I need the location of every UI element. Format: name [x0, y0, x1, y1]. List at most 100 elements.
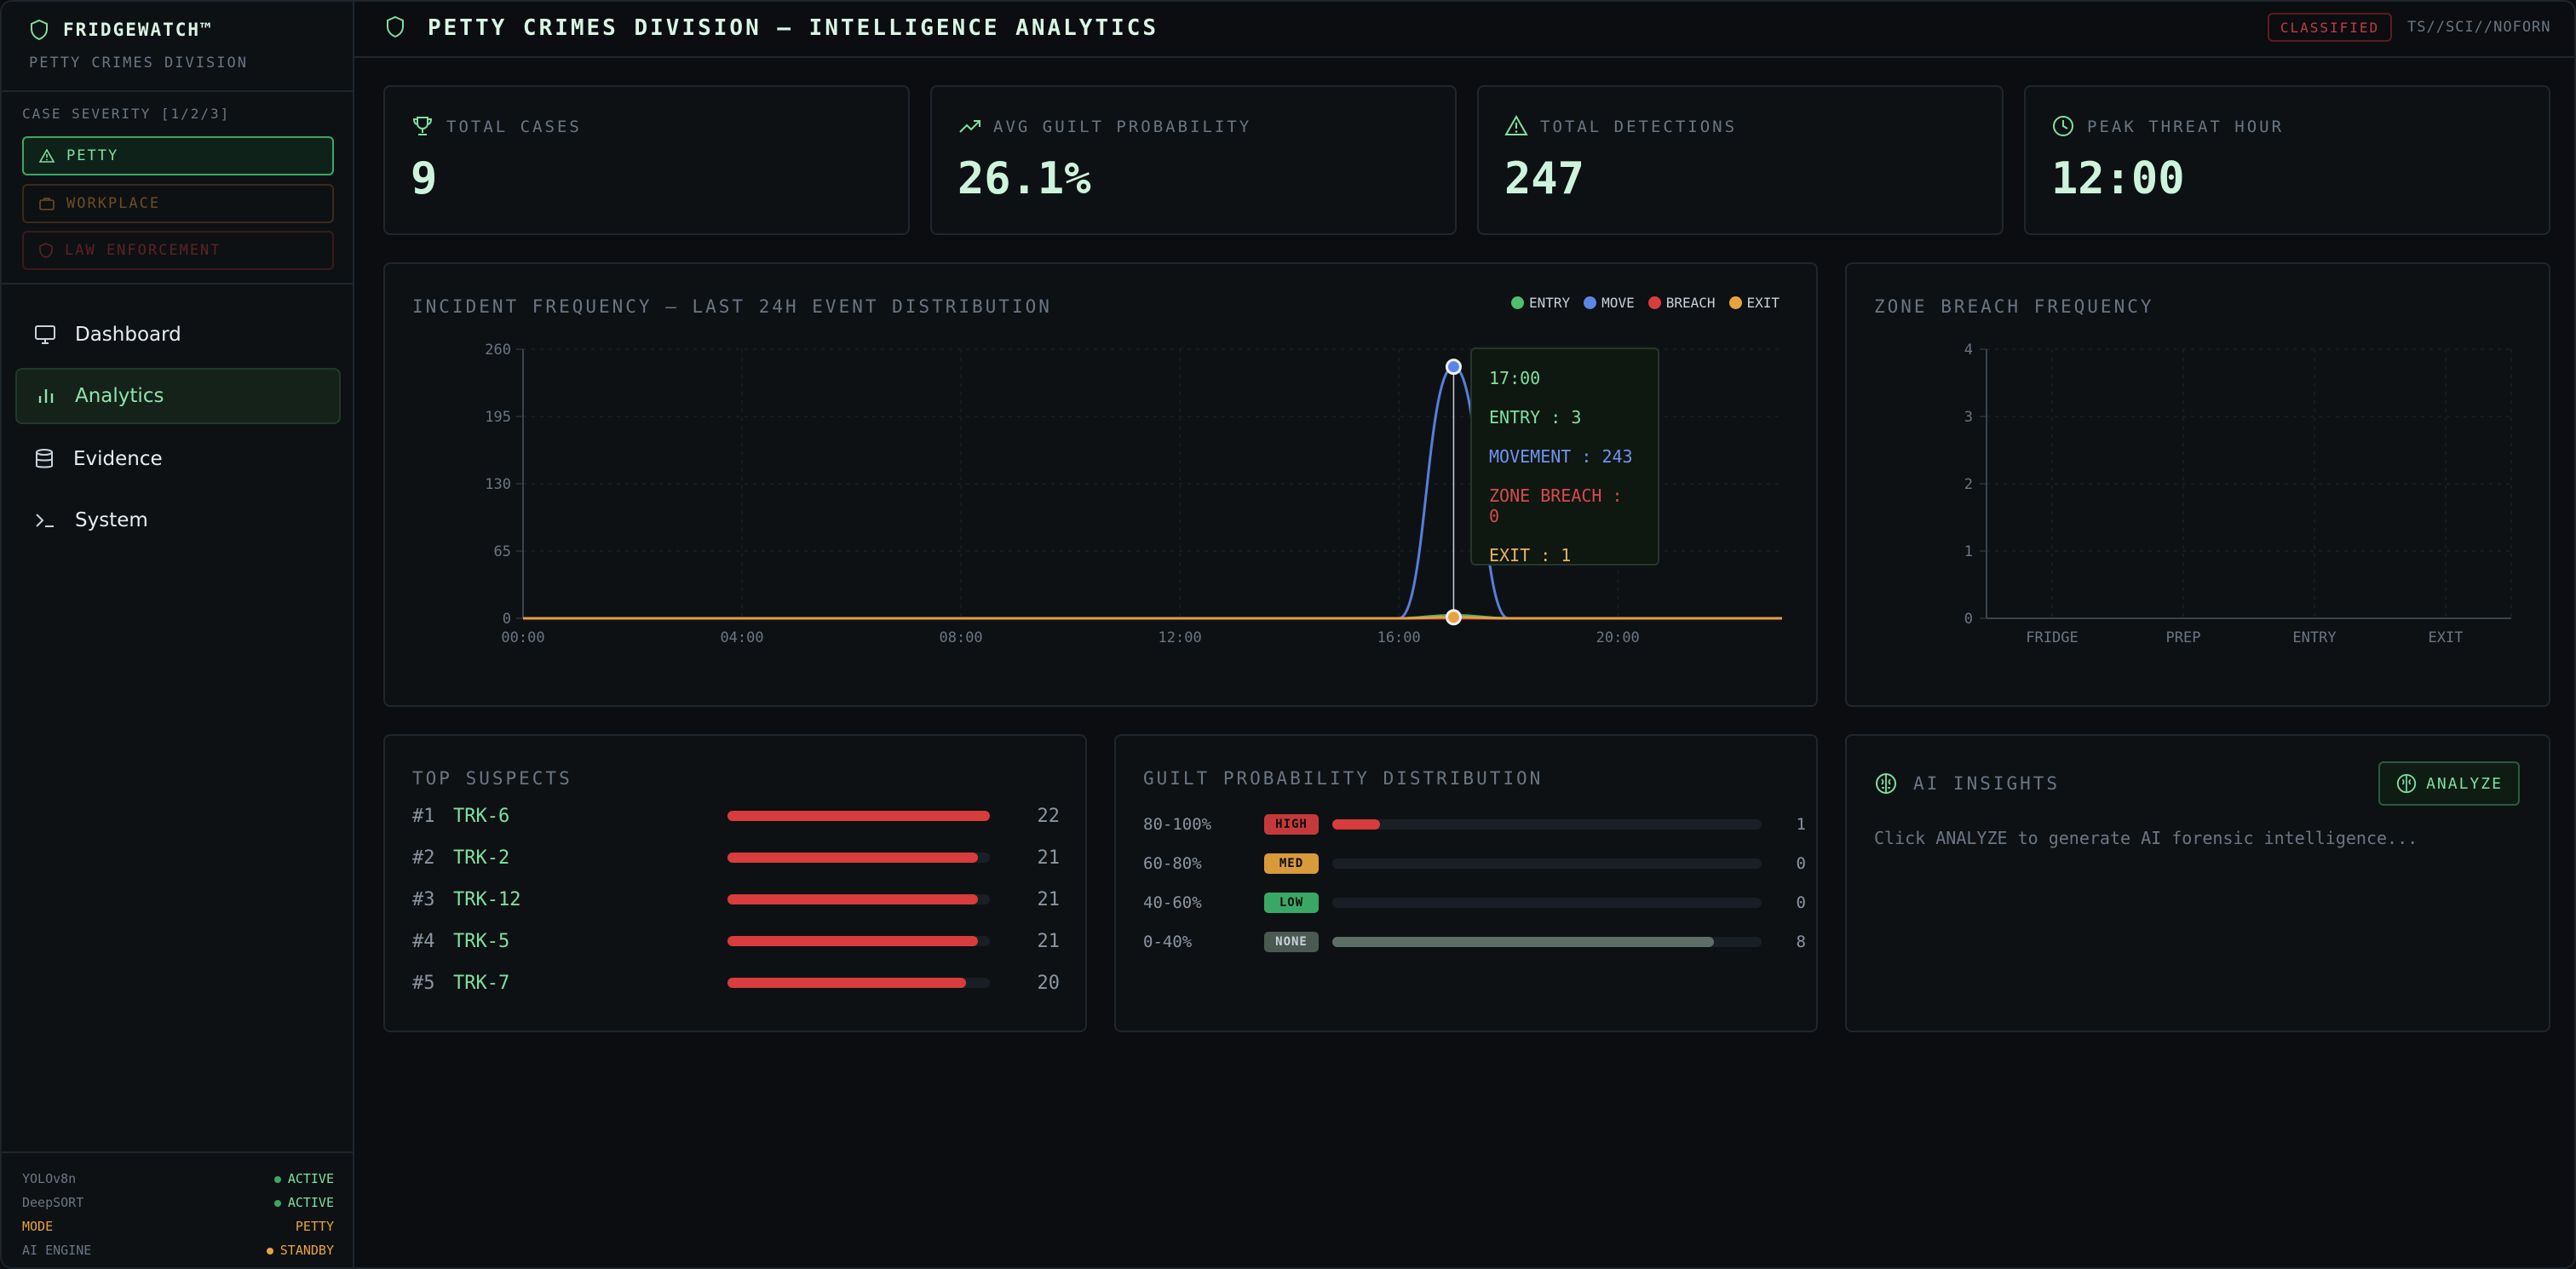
legend-item-move[interactable]: MOVE [1584, 295, 1635, 311]
suspect-name: TRK-12 [453, 888, 521, 910]
suspect-name: TRK-7 [453, 972, 510, 994]
legend-item-entry[interactable]: ENTRY [1511, 295, 1570, 311]
top-suspects-panel: TOP SUSPECTS #1 TRK-6 22 #2 TRK-2 21 #3 TRK-12 2… [383, 734, 1087, 1032]
alert-triangle-icon [1504, 114, 1528, 135]
status-value: ACTIVE [287, 1171, 334, 1186]
suspect-row[interactable]: #5 TRK-7 20 [412, 966, 1060, 1000]
nav-label: System [75, 509, 148, 531]
guilt-range: 40-60% [1143, 893, 1202, 912]
tooltip-breach: ZONE BREACH : 0 [1489, 485, 1623, 526]
guilt-row: 40-60% LOW 0 [1143, 886, 1816, 920]
shield-icon [31, 19, 48, 41]
guilt-row: 60-80% MED 0 [1143, 847, 1816, 881]
database-icon [36, 449, 53, 468]
status-dot [273, 1199, 281, 1207]
tooltip-movement: MOVEMENT : 243 [1489, 446, 1633, 467]
stat-card-total-detections: TOTAL DETECTIONS 247 [1477, 85, 2004, 235]
legend-label: BREACH [1665, 295, 1716, 311]
status-row-mode: MODE PETTY [22, 1214, 334, 1238]
stat-card-avg-guilt: AVG GUILT PROBABILITY 26.1% [930, 85, 1457, 235]
guilt-count: 0 [1796, 854, 1806, 873]
legend-swatch [1728, 296, 1742, 309]
suspect-bar-fill [727, 936, 978, 946]
severity-law-button[interactable]: LAW ENFORCEMENT [22, 231, 334, 270]
severity-workplace-button[interactable]: WORKPLACE [22, 184, 334, 223]
nav-item-dashboard[interactable]: Dashboard [15, 307, 341, 363]
trophy-icon [412, 117, 433, 135]
nav-item-system[interactable]: System [15, 492, 341, 548]
stat-card-peak-threat: PEAK THREAT HOUR 12:00 [2024, 85, 2550, 235]
guilt-bar-fill [1332, 937, 1714, 947]
nav-label: Analytics [75, 385, 164, 407]
alert-triangle-icon [39, 149, 55, 163]
suspect-rank: #2 [412, 847, 435, 869]
suspect-rank: #5 [412, 972, 435, 994]
nav-item-analytics[interactable]: Analytics [15, 368, 341, 424]
tooltip-entry: ENTRY : 3 [1489, 407, 1582, 428]
analyze-label: ANALYZE [2426, 774, 2503, 793]
panel-title: AI INSIGHTS [1913, 773, 2061, 794]
nav-item-evidence[interactable]: Evidence [15, 431, 341, 487]
suspect-bar-track [727, 811, 990, 821]
guilt-badge: NONE [1264, 932, 1319, 952]
trend-up-icon [959, 120, 980, 133]
suspect-bar-fill [727, 978, 966, 988]
brain-icon [2396, 773, 2417, 794]
status-value: ACTIVE [287, 1195, 334, 1210]
guilt-bar-track [1332, 898, 1762, 908]
nav-label: Dashboard [75, 324, 181, 346]
guilt-range: 60-80% [1143, 854, 1202, 873]
system-status: YOLOv8n ACTIVE DeepSORT ACTIVE MODE PETT… [22, 1167, 334, 1262]
stat-value: 26.1% [957, 153, 1091, 204]
chart-legend: ENTRY MOVE BREACH EXIT [1511, 295, 1780, 311]
header: PETTY CRIMES DIVISION — INTELLIGENCE ANA… [354, 2, 2574, 58]
suspect-bar-track [727, 978, 990, 988]
severity-petty-label: PETTY [66, 147, 119, 164]
classified-badge: CLASSIFIED [2268, 13, 2392, 42]
tooltip-exit: EXIT : 1 [1489, 545, 1572, 566]
severity-workplace-label: WORKPLACE [66, 195, 161, 212]
suspect-row[interactable]: #2 TRK-2 21 [412, 841, 1060, 875]
analyze-button[interactable]: ANALYZE [2378, 761, 2520, 806]
legend-item-breach[interactable]: BREACH [1647, 295, 1716, 311]
suspect-bar-fill [727, 894, 978, 904]
suspect-row[interactable]: #1 TRK-6 22 [412, 799, 1060, 833]
shield-icon [387, 15, 404, 38]
legend-item-exit[interactable]: EXIT [1728, 295, 1780, 311]
briefcase-icon [39, 198, 55, 210]
guilt-row: 0-40% NONE 8 [1143, 925, 1816, 959]
brand-subtitle: PETTY CRIMES DIVISION [29, 55, 248, 72]
chart-tooltip: 17:00 ENTRY : 3 MOVEMENT : 243 ZONE BREA… [1470, 347, 1659, 566]
monitor-icon [35, 325, 55, 344]
guilt-range: 0-40% [1143, 933, 1193, 951]
status-row-ai-engine: AI ENGINE STANDBY [22, 1238, 334, 1262]
shield-icon [39, 243, 53, 258]
divider [2, 90, 354, 92]
status-label: MODE [22, 1219, 54, 1234]
suspect-row[interactable]: #3 TRK-12 21 [412, 882, 1060, 916]
guilt-bar-track [1332, 858, 1762, 869]
suspect-bar-track [727, 894, 990, 904]
guilt-badge: HIGH [1264, 814, 1319, 835]
stat-label: TOTAL CASES [446, 118, 582, 136]
status-dot [266, 1247, 273, 1255]
suspect-bar-fill [727, 811, 990, 821]
stat-label: AVG GUILT PROBABILITY [993, 118, 1252, 136]
status-value: STANDBY [279, 1243, 334, 1258]
status-dot [273, 1175, 281, 1183]
guilt-badge: MED [1264, 853, 1319, 874]
clock-icon [2053, 116, 2073, 136]
legend-swatch [1647, 296, 1661, 309]
suspect-count: 21 [1037, 888, 1061, 910]
suspect-count: 20 [1037, 972, 1061, 994]
suspect-rank: #1 [412, 805, 435, 827]
suspect-row[interactable]: #4 TRK-5 21 [412, 924, 1060, 958]
status-row-yolo: YOLOv8n ACTIVE [22, 1167, 334, 1191]
brand: FRIDGEWATCH™ PETTY CRIMES DIVISION [29, 19, 248, 72]
status-label: AI ENGINE [22, 1243, 92, 1258]
terminal-icon [36, 514, 54, 527]
stat-card-total-cases: TOTAL CASES 9 [383, 85, 910, 235]
severity-petty-button[interactable]: PETTY [22, 136, 334, 175]
legend-label: ENTRY [1529, 295, 1571, 311]
brand-title: FRIDGEWATCH™ [63, 20, 213, 40]
